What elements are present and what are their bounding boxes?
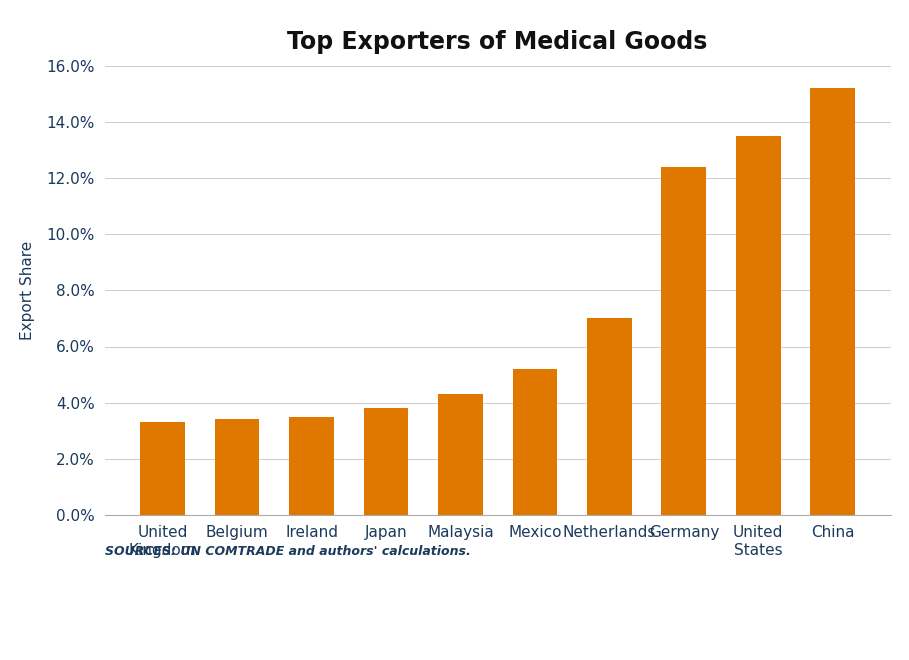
Title: Top Exporters of Medical Goods: Top Exporters of Medical Goods: [287, 30, 708, 54]
Bar: [438, 394, 483, 515]
Bar: [364, 408, 408, 515]
Bar: [140, 422, 185, 515]
Bar: [513, 369, 557, 515]
Bar: [736, 136, 781, 515]
Bar: [587, 318, 632, 515]
Bar: [662, 167, 706, 515]
Y-axis label: Export Share: Export Share: [20, 241, 35, 340]
Text: SOURCES: UN COMTRADE and authors' calculations.: SOURCES: UN COMTRADE and authors' calcul…: [105, 544, 470, 558]
Bar: [215, 420, 259, 515]
Text: St. Louis: St. Louis: [332, 623, 419, 640]
Bar: [811, 88, 855, 515]
Text: Federal Reserve Bank: Federal Reserve Bank: [20, 623, 229, 640]
Bar: [289, 416, 334, 515]
Text: of: of: [295, 623, 312, 640]
